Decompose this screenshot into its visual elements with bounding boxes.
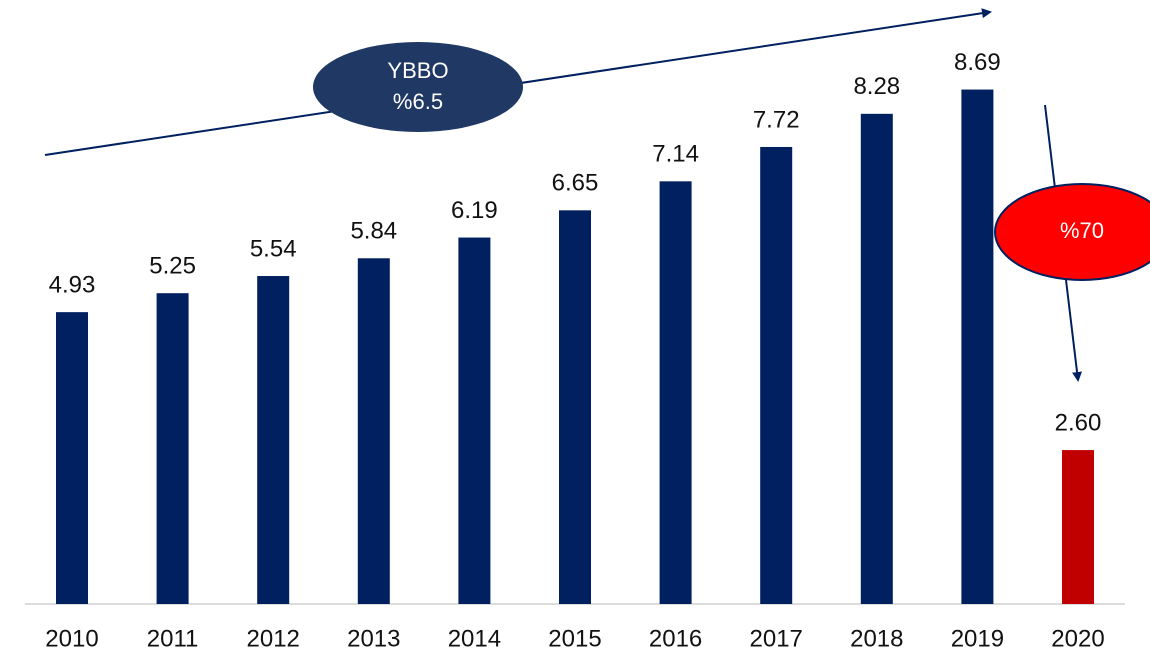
- x-tick-label: 2012: [247, 625, 300, 652]
- bar: [357, 258, 390, 604]
- value-label: 6.19: [451, 197, 498, 224]
- annotation: %70: [1060, 218, 1104, 243]
- annotation: YBBO: [387, 58, 448, 83]
- x-tick-label: 2010: [45, 625, 98, 652]
- value-label: 5.54: [250, 235, 297, 262]
- drop-bubble: [994, 183, 1150, 281]
- bar: [257, 276, 290, 604]
- bar: [156, 293, 189, 604]
- x-tick-label: 2011: [147, 625, 199, 652]
- x-tick-label: 2014: [448, 625, 501, 652]
- x-tick-label: 2016: [649, 625, 702, 652]
- x-tick-label: 2017: [750, 625, 803, 652]
- x-tick-label: 2020: [1051, 625, 1104, 652]
- value-label: 6.65: [552, 170, 599, 197]
- value-label: 7.72: [753, 106, 800, 133]
- x-tick-label: 2018: [850, 625, 903, 652]
- bar: [1062, 450, 1094, 604]
- value-label: 8.28: [853, 73, 900, 100]
- bar: [458, 237, 491, 604]
- value-label: 7.14: [652, 141, 699, 168]
- cagr-bubble: [313, 42, 523, 132]
- bar: [760, 146, 793, 604]
- bar: [860, 113, 893, 604]
- value-label: 4.93: [49, 271, 96, 298]
- annotation: %6.5: [393, 89, 443, 114]
- bar: [559, 210, 591, 604]
- bar: [961, 89, 994, 604]
- value-label: 2.60: [1055, 409, 1102, 436]
- bar: [659, 181, 692, 604]
- x-tick-label: 2013: [347, 625, 400, 652]
- bar: [56, 312, 88, 604]
- value-label: 8.69: [954, 49, 1001, 76]
- value-label: 5.84: [350, 218, 397, 245]
- value-label: 5.25: [149, 253, 196, 280]
- x-tick-label: 2015: [548, 625, 601, 652]
- x-tick-label: 2019: [951, 625, 1004, 652]
